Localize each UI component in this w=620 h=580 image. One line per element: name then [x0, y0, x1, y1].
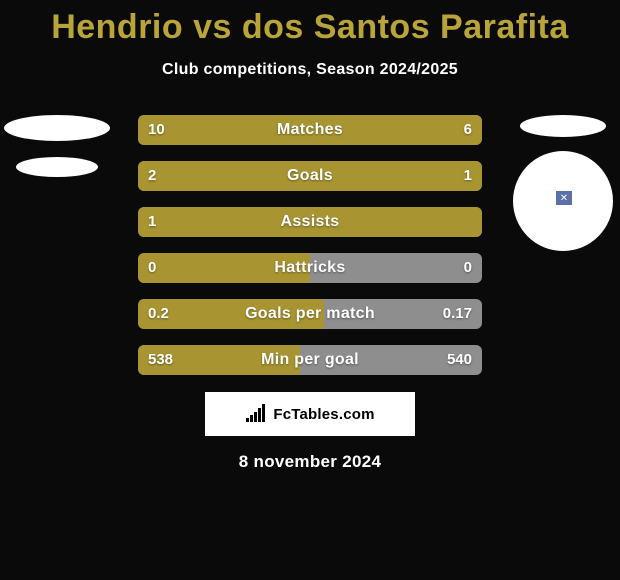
page-title: Hendrio vs dos Santos Parafita [0, 0, 620, 47]
stat-bars: Matches106Goals21Assists1Hattricks00Goal… [138, 115, 482, 391]
stat-bar-value-right: 0 [464, 253, 472, 283]
credit-text: FcTables.com [273, 406, 374, 423]
fctables-icon [245, 402, 267, 427]
close-icon: ✕ [556, 191, 572, 205]
stat-bar-label: Min per goal [138, 345, 482, 375]
stat-bar: Goals per match0.2 0.17 [138, 299, 482, 329]
stat-bar-value-left: 0.2 [148, 299, 169, 329]
date-label: 8 november 2024 [0, 452, 620, 472]
stat-bar-value-left: 10 [148, 115, 165, 145]
avatar-ellipse [16, 157, 98, 177]
stat-bar-value-left: 538 [148, 345, 173, 375]
avatar-ellipse [4, 115, 110, 141]
comparison-infographic: Hendrio vs dos Santos Parafita Club comp… [0, 0, 620, 580]
stat-bar: Assists1 [138, 207, 482, 237]
stat-bar-label: Matches [138, 115, 482, 145]
stat-bar: Hattricks0 0 [138, 253, 482, 283]
credit-badge: FcTables.com [205, 392, 415, 436]
stat-bar-label: Assists [138, 207, 482, 237]
stat-bar-value-left: 0 [148, 253, 156, 283]
page-subtitle: Club competitions, Season 2024/2025 [0, 61, 620, 79]
stat-bar-label: Goals per match [138, 299, 482, 329]
stat-bar: Goals2 1 [138, 161, 482, 191]
avatar-ellipse [520, 115, 606, 137]
stat-bar: Matches10 6 [138, 115, 482, 145]
stat-bar-value-right: 0.17 [443, 299, 472, 329]
stat-bar: Min per goal538 540 [138, 345, 482, 375]
stat-bar-value-right: 6 [464, 115, 472, 145]
stat-bar-value-left: 2 [148, 161, 156, 191]
stat-bar-label: Hattricks [138, 253, 482, 283]
stat-bar-value-right: 540 [447, 345, 472, 375]
stat-bar-value-right: 1 [464, 161, 472, 191]
stat-bar-value-left: 1 [148, 207, 156, 237]
stat-bar-label: Goals [138, 161, 482, 191]
